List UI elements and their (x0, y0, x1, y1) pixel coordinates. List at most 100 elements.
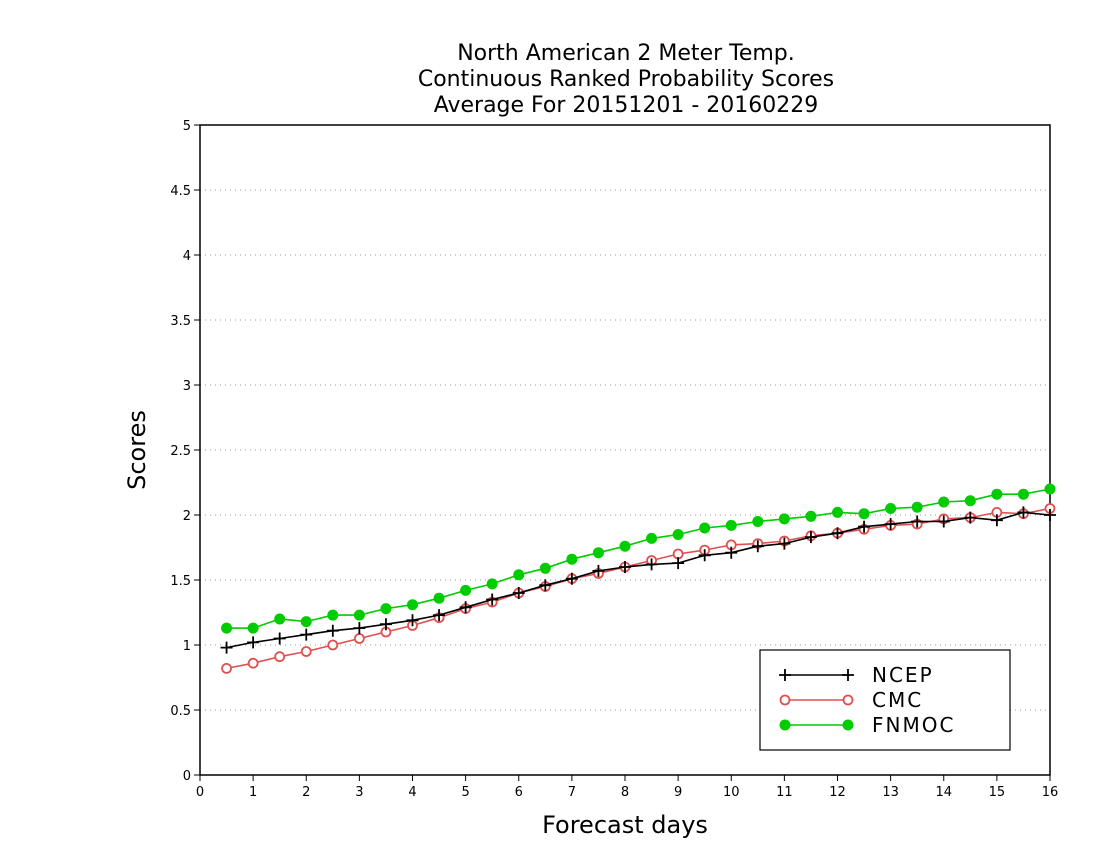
legend-marker-cmc (779, 694, 791, 706)
chart-title-line: Average For 20151201 - 20160229 (434, 93, 819, 118)
data-point-fnmoc (486, 578, 498, 590)
data-point-fnmoc (778, 513, 790, 525)
data-point-cmc (274, 651, 286, 663)
data-point-ncep (831, 527, 844, 540)
legend-marker-ncep (842, 669, 854, 681)
data-point-ncep (1044, 509, 1056, 521)
data-point-fnmoc (725, 519, 737, 531)
gridlines (200, 124, 1050, 711)
data-point-ncep (592, 564, 605, 577)
y-tick-label: 0 (183, 769, 191, 784)
data-point-ncep (858, 520, 871, 533)
data-point-fnmoc (646, 532, 658, 544)
series-line-cmc (226, 507, 1051, 670)
data-point-ncep (937, 515, 950, 528)
y-tick-label: 4 (183, 249, 191, 264)
data-point-fnmoc (221, 622, 233, 634)
chart-title-line: Continuous Ranked Probability Scores (418, 67, 834, 92)
data-point-cmc (221, 663, 232, 674)
x-tick-label: 4 (408, 785, 416, 800)
y-tick-label: 5 (183, 119, 191, 134)
legend-marker-cmc (842, 694, 854, 706)
series-fnmoc (221, 483, 1056, 634)
data-point-ncep (326, 624, 339, 637)
data-point-fnmoc (539, 562, 551, 574)
data-point-fnmoc (407, 599, 418, 611)
y-tick-label: 4.5 (170, 184, 191, 199)
data-point-ncep (300, 628, 313, 641)
x-tick-label: 16 (1042, 785, 1059, 800)
legend-label-fnmoc: FNMOC (872, 713, 955, 737)
legend-label-cmc: CMC (872, 688, 923, 712)
x-tick-label: 11 (776, 785, 793, 800)
y-tick-label: 3.5 (170, 314, 191, 329)
data-point-ncep (486, 593, 499, 606)
data-point-ncep (645, 558, 658, 571)
data-point-ncep (247, 636, 260, 649)
data-point-ncep (565, 572, 578, 585)
data-point-ncep (459, 601, 472, 614)
data-point-fnmoc (991, 488, 1003, 500)
x-axis-title: Forecast days (542, 811, 708, 839)
y-tick-label: 3 (183, 379, 191, 394)
y-tick-label: 1 (183, 639, 191, 654)
data-series (220, 483, 1056, 674)
y-tick-label: 0.5 (170, 704, 191, 719)
data-point-cmc (300, 646, 312, 657)
chart-title-line: North American 2 Meter Temp. (457, 41, 795, 66)
y-tick-label: 2.5 (170, 444, 191, 459)
data-point-ncep (539, 579, 552, 592)
data-point-fnmoc (433, 592, 445, 604)
data-point-ncep (725, 546, 738, 559)
data-point-ncep (406, 614, 419, 627)
x-tick-label: 13 (882, 785, 899, 800)
data-point-fnmoc (805, 510, 817, 522)
legend-item-fnmoc: FNMOC (779, 713, 955, 737)
data-point-fnmoc (513, 569, 525, 581)
data-point-fnmoc (938, 496, 950, 508)
data-point-ncep (220, 641, 233, 654)
x-tick-label: 1 (249, 785, 257, 800)
data-point-fnmoc (460, 584, 472, 596)
data-point-ncep (433, 609, 446, 622)
data-point-ncep (990, 514, 1003, 527)
x-tick-label: 7 (568, 785, 576, 800)
data-point-ncep (751, 540, 764, 553)
data-point-ncep (884, 518, 897, 531)
data-point-ncep (778, 537, 791, 550)
y-tick-label: 2 (183, 509, 191, 524)
data-point-fnmoc (964, 495, 976, 507)
data-point-fnmoc (592, 547, 604, 559)
data-point-cmc (247, 657, 259, 669)
data-point-ncep (1017, 506, 1030, 519)
data-point-fnmoc (327, 609, 339, 621)
x-tick-label: 8 (621, 785, 629, 800)
series-ncep (220, 506, 1056, 654)
x-tick-label: 5 (461, 785, 469, 800)
data-point-fnmoc (911, 501, 923, 513)
data-point-ncep (964, 511, 977, 524)
data-point-fnmoc (353, 609, 365, 621)
data-point-fnmoc (247, 622, 259, 634)
data-point-fnmoc (858, 508, 870, 520)
data-point-ncep (804, 531, 817, 544)
legend-item-cmc: CMC (779, 688, 923, 712)
data-point-fnmoc (752, 516, 764, 527)
y-tick-label: 1.5 (170, 574, 191, 589)
data-point-ncep (619, 561, 631, 573)
data-point-fnmoc (274, 613, 286, 625)
data-point-fnmoc (672, 529, 684, 540)
data-point-cmc (353, 633, 365, 644)
data-point-ncep (353, 622, 366, 635)
chart-title: North American 2 Meter Temp.Continuous R… (418, 41, 834, 118)
data-point-ncep (698, 549, 711, 562)
x-tick-label: 12 (829, 785, 846, 800)
data-point-fnmoc (619, 540, 631, 552)
x-tick-label: 2 (302, 785, 310, 800)
axis-ticks: 00.511.522.533.544.550 1 2 3 4 5 6 7 8 9 10 11 12 13 1… (170, 119, 1058, 800)
legend-marker-fnmoc (842, 719, 854, 731)
data-point-ncep (379, 618, 392, 631)
data-point-fnmoc (380, 603, 392, 615)
